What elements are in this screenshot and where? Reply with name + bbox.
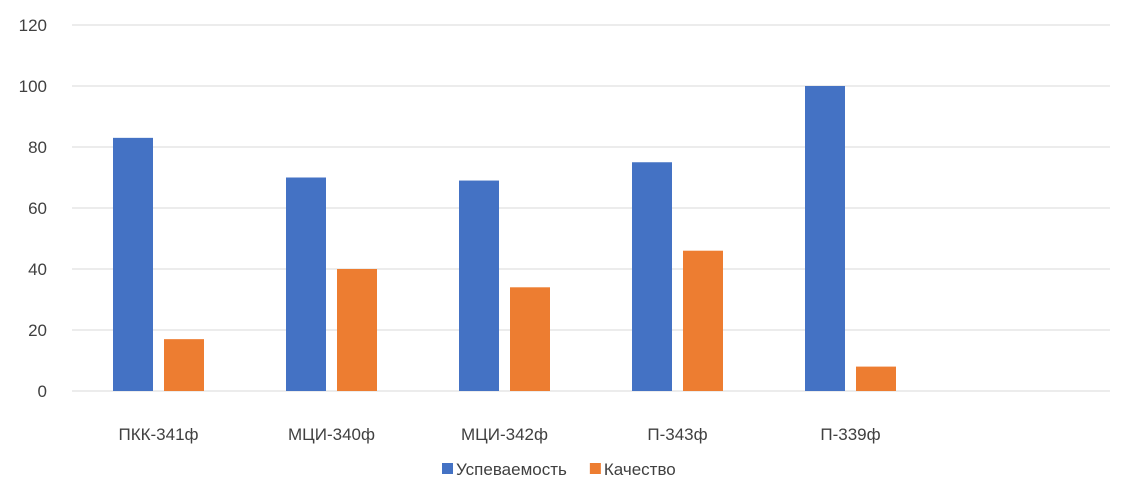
legend-label-kachestvo: Качество [604,460,676,479]
bars [113,86,896,391]
x-category-label: ПКК-341ф [118,425,198,444]
y-tick-label: 20 [28,321,47,340]
gridlines [72,24,1110,392]
bar-kachestvo-4 [856,366,896,391]
y-tick-label: 0 [38,382,47,401]
y-axis-tick-labels: 0 20 40 60 80 100 120 [19,16,47,401]
y-tick-label: 80 [28,138,47,157]
x-category-label: МЦИ-342ф [461,425,548,444]
bar-kachestvo-3 [683,250,723,391]
legend: Успеваемость Качество [442,460,676,479]
y-tick-label: 120 [19,16,47,35]
bar-kachestvo-2 [510,287,550,391]
y-tick-label: 100 [19,77,47,96]
bar-uspevaemost-4 [805,86,845,391]
bar-kachestvo-1 [337,269,377,391]
x-category-label: П-343ф [647,425,707,444]
y-tick-label: 60 [28,199,47,218]
legend-swatch-kachestvo [589,463,601,474]
bar-uspevaemost-1 [286,177,326,391]
legend-swatch-uspevaemost [442,463,453,474]
legend-label-uspevaemost: Успеваемость [456,460,567,479]
x-category-label: МЦИ-340ф [288,425,375,444]
x-category-label: П-339ф [820,425,880,444]
bar-uspevaemost-2 [459,180,499,391]
bar-uspevaemost-3 [632,162,672,391]
bar-kachestvo-0 [164,339,204,391]
x-axis-category-labels: ПКК-341ф МЦИ-340ф МЦИ-342ф П-343ф П-339ф [118,425,880,444]
y-tick-label: 40 [28,260,47,279]
bar-uspevaemost-0 [113,137,153,391]
